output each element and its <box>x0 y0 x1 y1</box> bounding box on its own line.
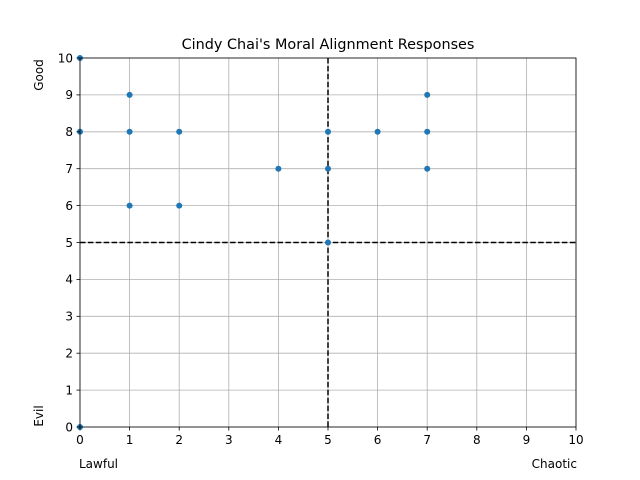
data-point-5-8 <box>325 128 331 135</box>
data-point-1-9 <box>126 91 133 98</box>
y-tick-label-1: 1 <box>65 383 73 397</box>
data-point-4-7 <box>275 165 282 172</box>
x-tick-label-6: 6 <box>374 433 382 447</box>
y-tick-label-10: 10 <box>58 51 73 65</box>
data-point-7-8 <box>424 128 431 135</box>
x-tick-label-9: 9 <box>523 433 531 447</box>
y-tick-label-3: 3 <box>65 310 73 324</box>
x-tick-label-5: 5 <box>324 433 332 447</box>
y-tick-label-0: 0 <box>65 420 73 434</box>
x-tick-label-4: 4 <box>275 433 283 447</box>
data-point-5-5 <box>325 239 331 246</box>
y-tick-label-2: 2 <box>65 347 73 361</box>
chart-title: Cindy Chai's Moral Alignment Responses <box>182 37 475 53</box>
y-tick-label-8: 8 <box>65 125 73 139</box>
x-tick-label-0: 0 <box>76 433 84 447</box>
data-point-2-6 <box>176 202 183 209</box>
x-axis-label-lawful: Lawful <box>79 457 118 471</box>
data-point-6-8 <box>374 128 381 135</box>
x-tick-label-7: 7 <box>423 433 431 447</box>
y-tick-label-6: 6 <box>65 199 73 213</box>
x-tick-label-8: 8 <box>473 433 481 447</box>
x-tick-label-10: 10 <box>568 433 583 447</box>
data-points <box>77 55 431 430</box>
data-point-7-7 <box>424 165 431 172</box>
x-tick-label-2: 2 <box>175 433 183 447</box>
y-tick-label-9: 9 <box>65 88 73 102</box>
x-tick-label-1: 1 <box>126 433 134 447</box>
data-point-7-9 <box>424 91 431 98</box>
x-axis-ticks: 0 1 2 3 4 5 6 7 8 9 10 <box>76 427 584 447</box>
data-point-2-8 <box>176 128 183 135</box>
x-tick-label-3: 3 <box>225 433 233 447</box>
data-point-5-7 <box>325 165 331 172</box>
x-axis-label-chaotic: Chaotic <box>532 457 577 471</box>
y-axis-ticks: 0 1 2 3 4 5 6 7 8 9 10 <box>58 51 80 434</box>
y-axis-label-evil: Evil <box>32 405 46 426</box>
y-tick-label-7: 7 <box>65 162 73 176</box>
y-tick-label-4: 4 <box>65 273 73 287</box>
data-point-1-6 <box>126 202 133 209</box>
y-axis-label-good: Good <box>32 59 46 91</box>
y-tick-label-5: 5 <box>65 236 73 250</box>
data-point-1-8 <box>126 128 133 135</box>
